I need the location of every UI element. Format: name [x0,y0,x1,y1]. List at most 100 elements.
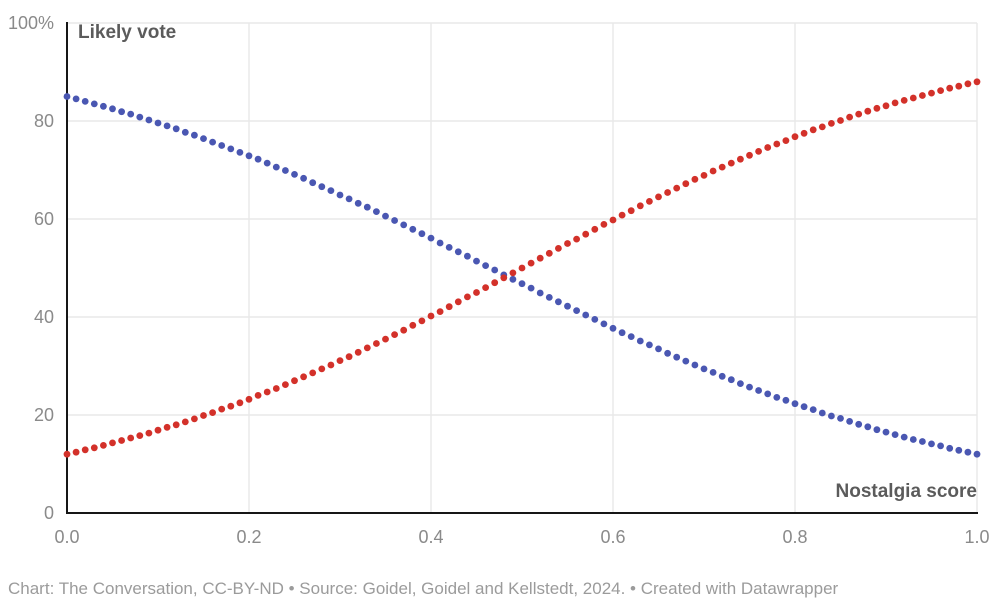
blue-data-point [100,102,107,110]
blue-data-point [136,113,144,121]
blue-data-point [873,426,881,434]
red-data-point [327,361,335,369]
red-data-point [145,429,153,437]
blue-data-point [300,174,307,182]
blue-data-point [946,444,954,452]
red-data-point [646,198,653,205]
y-axis-title: Likely vote [78,22,177,43]
red-data-point [272,385,280,392]
red-data-point [573,235,580,243]
blue-data-point [746,383,753,391]
blue-data-point [209,138,217,146]
red-data-point [900,97,908,104]
red-data-point [127,434,135,442]
blue-data-point [928,440,935,448]
red-data-point [591,225,599,233]
red-data-point [873,104,881,112]
blue-data-point [454,248,462,256]
red-data-point [336,357,344,364]
red-data-point [254,392,262,399]
red-data-point [755,148,762,155]
red-data-point [882,102,890,110]
blue-data-point [527,284,535,292]
blue-data-point [773,394,781,401]
red-data-point [919,92,926,99]
blue-data-point [127,110,135,118]
red-data-point [200,412,207,419]
blue-data-point [291,171,298,178]
blue-data-point [263,159,271,167]
chart-canvas: 0 20 40 60 80 100% 0.0 0.2 0.4 0.6 0.8 1.0 [8,13,990,547]
red-data-point [345,353,353,361]
blue-data-point [436,239,444,247]
blue-data-point [245,152,253,160]
blue-data-point [664,349,671,357]
red-data-point [682,180,690,188]
red-data-point [891,99,899,107]
red-data-point [191,415,198,423]
blue-data-point [609,324,617,332]
blue-data-point [391,217,398,224]
blue-data-point [964,448,972,456]
y-tick-label: 20 [34,405,54,425]
red-data-point [154,426,162,434]
blue-data-point [618,329,626,337]
red-data-point [63,450,71,458]
y-tick-label: 40 [34,307,54,327]
red-data-point [464,293,471,301]
blue-data-point [90,100,98,108]
red-data-point [72,448,80,456]
red-data-point [555,245,562,252]
blue-data-point [536,289,544,297]
red-data-point [90,444,98,452]
red-data-point [655,193,662,201]
red-data-point [818,123,826,131]
red-data-point [718,163,726,171]
red-data-point [618,211,626,219]
red-data-point [746,151,753,159]
red-data-point [828,120,835,127]
red-data-point [354,348,362,356]
red-data-point [236,399,244,407]
red-data-point [564,240,571,247]
red-data-point [318,365,326,373]
blue-data-point [445,244,453,251]
blue-data-point [555,298,562,306]
red-data-point [100,442,107,449]
blue-data-point [955,446,963,454]
blue-data-point [718,372,726,380]
blue-data-point [282,167,289,174]
red-data-point [409,321,417,329]
red-data-point [946,84,954,92]
blue-data-point [800,403,808,411]
red-data-point [700,172,708,179]
blue-data-point [464,252,471,260]
blue-data-point [200,135,207,143]
blue-data-point [846,418,853,425]
blue-data-point [218,142,226,149]
blue-data-point [545,294,553,301]
blue-data-point [709,369,717,376]
blue-data-point [809,406,817,413]
blue-data-point [646,341,653,349]
x-tick-label: 0.8 [782,527,807,547]
x-tick-label: 1.0 [964,527,989,547]
x-tick-label: 0.6 [600,527,625,547]
red-data-point [727,159,735,167]
blue-data-point [373,208,380,216]
blue-data-point [818,409,826,417]
red-data-point [245,395,253,403]
blue-data-point [345,195,353,203]
blue-data-point [509,275,517,283]
blue-data-point [909,436,917,443]
blue-data-point [864,423,872,431]
red-data-point [709,167,717,175]
blue-data-point [236,149,244,156]
red-data-point [664,189,671,196]
blue-data-point [573,307,580,314]
y-tick-label: 0 [44,503,54,523]
blue-data-point [737,380,744,387]
blue-data-point [382,212,389,220]
red-data-point [482,284,489,291]
